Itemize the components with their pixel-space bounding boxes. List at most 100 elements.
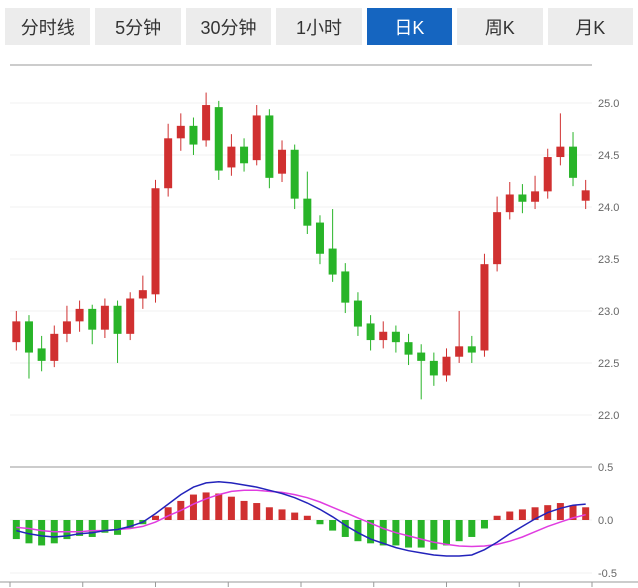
macd-histogram-bar <box>316 520 324 525</box>
macd-histogram-bar <box>443 520 450 546</box>
macd-histogram-bar <box>367 520 375 544</box>
candle-body <box>113 305 122 334</box>
macd-indicator-chart[interactable]: 0.5 0.0 -0.5 <box>0 455 638 588</box>
candle-body <box>88 308 97 330</box>
macd-histogram-bar <box>278 509 286 520</box>
candle-body <box>569 146 578 178</box>
candle-body <box>151 188 160 295</box>
candle-body <box>467 346 476 353</box>
candle-body <box>404 342 413 355</box>
candle-body <box>518 194 527 202</box>
macd-histogram-bar <box>430 520 438 550</box>
macd-histogram-bar <box>202 492 210 520</box>
macd-histogram-bar <box>227 496 235 520</box>
candle-body <box>252 115 261 161</box>
candle-body <box>37 348 46 361</box>
candle-body <box>556 146 565 158</box>
macd-histogram-bar <box>354 520 362 542</box>
candle-body <box>429 360 438 376</box>
candle-body <box>126 298 135 334</box>
y-axis-label: 23.0 <box>598 306 619 318</box>
macd-histogram-bar <box>189 494 197 520</box>
y-axis-label: 0.5 <box>598 462 613 474</box>
candle-body <box>164 138 173 189</box>
candle-body <box>531 191 540 202</box>
dif-line <box>16 481 586 557</box>
macd-histogram-bar <box>405 520 413 548</box>
macd-histogram-bar <box>215 493 223 520</box>
y-axis-label: 22.0 <box>598 410 619 422</box>
candle-body <box>505 194 514 213</box>
tab-time-share-line[interactable]: 分时线 <box>5 8 91 45</box>
candle-body <box>202 105 211 141</box>
macd-histogram-bar <box>38 520 46 546</box>
macd-histogram-bar <box>240 500 248 520</box>
macd-histogram-bar <box>164 507 172 520</box>
macd-histogram-bar <box>493 515 501 520</box>
macd-histogram-bar <box>569 505 577 520</box>
y-axis-label: -0.5 <box>598 568 617 580</box>
candle-body <box>353 300 362 327</box>
candle-body <box>303 198 312 226</box>
tab-weekly-k[interactable]: 周K <box>457 8 543 45</box>
candle-body <box>366 323 375 341</box>
macd-histogram-bar <box>253 503 261 520</box>
macd-histogram-bar <box>76 520 84 536</box>
candle-body <box>328 248 337 275</box>
macd-histogram-bar <box>468 520 476 537</box>
candle-body <box>240 146 249 164</box>
macd-histogram-bar <box>88 520 96 537</box>
candle-body <box>138 290 147 299</box>
candle-body <box>227 146 236 168</box>
macd-histogram-bar <box>25 520 33 544</box>
macd-histogram-bar <box>114 520 122 535</box>
candle-body <box>214 107 223 171</box>
macd-histogram-bar <box>582 507 590 520</box>
y-axis-label: 22.5 <box>598 358 619 370</box>
macd-histogram-bar <box>455 520 463 542</box>
candlestick-chart[interactable]: 25.0 24.5 24.0 23.5 23.0 22.5 22.0 <box>0 53 638 455</box>
candle-body <box>341 271 350 303</box>
candle-body <box>265 115 274 178</box>
candle-body <box>62 321 71 334</box>
candle-body <box>50 333 59 361</box>
candle-body <box>581 190 590 201</box>
candle-body <box>480 264 489 351</box>
candle-body <box>442 356 451 376</box>
candle-body <box>100 305 109 330</box>
timeframe-tabbar: 分时线 5分钟 30分钟 1小时 日K 周K 月K <box>5 8 633 45</box>
candle-body <box>543 157 552 192</box>
macd-histogram-bar <box>417 520 425 548</box>
macd-histogram-bar <box>531 507 539 520</box>
candle-body <box>75 308 84 322</box>
y-axis-label: 25.0 <box>598 98 619 110</box>
candle-body <box>24 321 33 353</box>
candle-body <box>278 149 287 174</box>
macd-histogram-bar <box>63 520 71 540</box>
candle-body <box>12 321 21 343</box>
macd-histogram-bar <box>303 515 311 520</box>
macd-histogram-bar <box>12 520 20 540</box>
candle-body <box>189 125 198 145</box>
macd-histogram-bar <box>341 520 349 537</box>
macd-histogram-bar <box>480 520 488 529</box>
y-axis-label: 23.5 <box>598 254 619 266</box>
macd-histogram-bar <box>556 503 564 520</box>
macd-histogram-bar <box>265 507 273 520</box>
macd-histogram-bar <box>329 520 337 531</box>
candle-body <box>417 352 426 361</box>
y-axis-label: 0.0 <box>598 515 613 527</box>
candle-body <box>315 222 324 254</box>
tab-1hour[interactable]: 1小时 <box>276 8 362 45</box>
tab-monthly-k[interactable]: 月K <box>547 8 633 45</box>
macd-histogram-bar <box>379 520 387 546</box>
tab-30min[interactable]: 30分钟 <box>185 8 272 45</box>
macd-histogram-bar <box>506 511 514 520</box>
tab-daily-k[interactable]: 日K <box>366 8 453 45</box>
y-axis-label: 24.5 <box>598 150 619 162</box>
candle-body <box>290 149 299 199</box>
candle-body <box>493 212 502 265</box>
tab-5min[interactable]: 5分钟 <box>95 8 181 45</box>
candle-body <box>176 125 185 139</box>
